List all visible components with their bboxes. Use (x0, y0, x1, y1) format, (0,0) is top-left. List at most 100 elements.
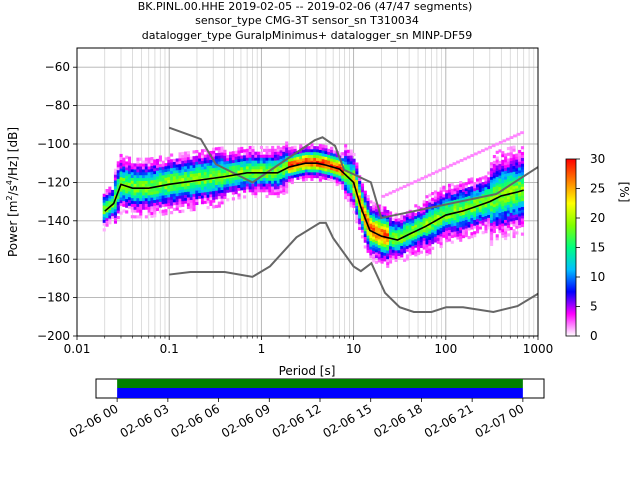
histogram-cell (515, 156, 519, 160)
histogram-cell (192, 184, 196, 189)
histogram-cell (254, 168, 258, 173)
histogram-cell (164, 165, 168, 170)
histogram-cell (484, 178, 488, 182)
histogram-cell (122, 180, 126, 184)
histogram-cell (360, 217, 365, 222)
histogram-cell (341, 172, 345, 176)
histogram-cell (198, 195, 202, 199)
histogram-cell (296, 153, 300, 157)
histogram-cell (178, 169, 182, 173)
histogram-cell (254, 194, 258, 199)
histogram-cell (433, 239, 438, 243)
histogram-cell (144, 163, 148, 167)
histogram-cell (506, 233, 510, 237)
histogram-cell (355, 205, 359, 209)
histogram-cell (391, 249, 395, 253)
histogram-cell (470, 200, 474, 204)
histogram-cell (374, 237, 379, 241)
histogram-cell (111, 207, 115, 211)
x-axis-label: Period [s] (279, 364, 336, 378)
histogram-cell (186, 191, 191, 195)
histogram-cell (170, 159, 174, 163)
histogram-cell (282, 154, 286, 158)
histogram-cell (130, 171, 134, 176)
histogram-cell (355, 199, 359, 204)
histogram-cell (198, 189, 202, 194)
histogram-cell (467, 215, 471, 219)
histogram-cell (504, 162, 508, 166)
histogram-cell (192, 159, 196, 163)
histogram-cell (470, 226, 474, 230)
histogram-cell (495, 150, 499, 154)
histogram-cell (265, 174, 269, 178)
histogram-cell (411, 228, 415, 232)
histogram-cell (422, 217, 426, 221)
histogram-cell (108, 186, 112, 190)
histogram-cell (147, 212, 151, 216)
histogram-cell (189, 168, 193, 172)
histogram-cell (175, 175, 179, 179)
histogram-cell (243, 157, 247, 162)
histogram-cell (156, 179, 160, 183)
histogram-cell (111, 210, 115, 214)
histogram-cell (240, 187, 244, 191)
histogram-cell (518, 224, 522, 228)
histogram-cell (265, 189, 269, 193)
histogram-cell (501, 154, 505, 158)
histogram-cell (459, 181, 463, 185)
histogram-cell (453, 234, 457, 238)
histogram-cell (290, 175, 294, 179)
histogram-cell (481, 205, 485, 209)
histogram-cell (122, 209, 126, 213)
histogram-cell (417, 205, 421, 209)
histogram-cell (262, 154, 266, 158)
histogram-cell (501, 182, 505, 187)
histogram-cell (518, 201, 522, 205)
histogram-cell (318, 152, 322, 156)
histogram-cell (495, 168, 499, 172)
histogram-cell (338, 169, 342, 173)
histogram-cell (240, 164, 244, 168)
histogram-cell (287, 175, 292, 180)
histogram-cell (237, 153, 241, 157)
histogram-cell (473, 187, 477, 192)
histogram-cell (307, 163, 311, 167)
histogram-cell (116, 164, 120, 168)
histogram-cell (481, 182, 485, 186)
histogram-cell (285, 144, 289, 148)
histogram-cell (425, 241, 429, 245)
histogram-cell (108, 189, 112, 193)
histogram-cell (520, 183, 525, 187)
histogram-cell (509, 166, 513, 170)
histogram-cell (380, 205, 384, 209)
histogram-cell (259, 166, 263, 170)
histogram-cell (335, 168, 339, 172)
histogram-cell (509, 218, 513, 222)
histogram-cell (447, 189, 452, 193)
histogram-cell (217, 184, 221, 188)
histogram-cell (425, 244, 429, 248)
histogram-cell (102, 228, 106, 232)
histogram-cell (341, 155, 345, 159)
histogram-cell (405, 245, 409, 249)
histogram-cell (442, 228, 446, 233)
histogram-cell (520, 157, 525, 161)
histogram-cell (512, 194, 516, 198)
histogram-cell (285, 184, 289, 188)
histogram-cell (153, 173, 157, 177)
histogram-cell (265, 145, 269, 150)
histogram-cell (501, 211, 505, 215)
histogram-cell (248, 145, 252, 150)
histogram-cell (408, 227, 412, 231)
histogram-cell (509, 195, 513, 199)
histogram-cell (144, 174, 148, 179)
histogram-cell (105, 206, 109, 210)
histogram-cell (338, 175, 342, 179)
histogram-cell (372, 213, 376, 217)
histogram-cell (492, 203, 496, 208)
histogram-cell (285, 181, 289, 185)
histogram-cell (144, 203, 148, 207)
histogram-cell (352, 210, 356, 214)
histogram-cell (276, 148, 280, 152)
histogram-cell (178, 189, 182, 193)
